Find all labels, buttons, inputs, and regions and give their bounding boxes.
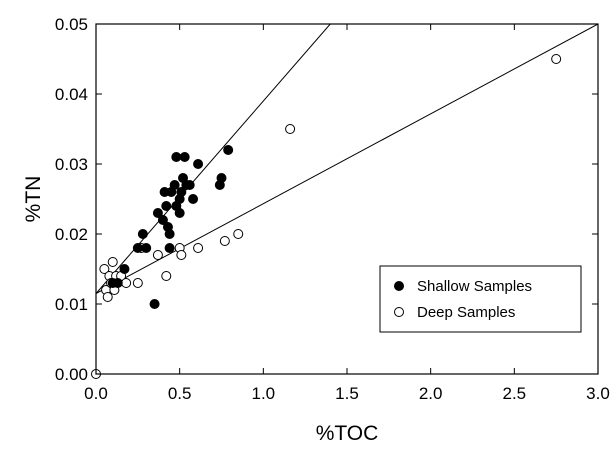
x-tick-label: 3.0	[586, 384, 610, 403]
shallow-sample-point	[193, 159, 204, 169]
x-tick-label: 2.0	[419, 384, 443, 403]
shallow-sample-point	[141, 243, 152, 253]
shallow-sample-point	[112, 278, 123, 288]
shallow-sample-point	[174, 208, 185, 218]
fit-lines	[96, 24, 598, 294]
deep-sample-point	[285, 124, 296, 134]
shallow-sample-point	[132, 243, 143, 253]
y-tick-label: 0.00	[55, 365, 88, 384]
shallow-sample-point	[176, 187, 187, 197]
y-tick-label: 0.04	[55, 85, 88, 104]
y-tick-label: 0.03	[55, 155, 88, 174]
x-tick-label: 0.0	[84, 384, 108, 403]
deep-sample-point	[132, 278, 143, 288]
deep-sample-point	[233, 229, 244, 239]
shallow-sample-point	[179, 152, 190, 162]
x-tick-label: 1.0	[252, 384, 276, 403]
y-tick-label: 0.01	[55, 295, 88, 314]
deep-sample-point	[176, 250, 187, 260]
legend-label-shallow: Shallow Samples	[417, 278, 532, 295]
y-tick-label: 0.05	[55, 15, 88, 34]
deep-sample-point	[102, 292, 113, 302]
shallow-sample-point	[164, 243, 175, 253]
series-shallow	[107, 145, 234, 309]
shallow-sample-point	[223, 145, 234, 155]
deep-sample-point	[152, 250, 163, 260]
legend-label-deep: Deep Samples	[417, 304, 515, 321]
deep-sample-point	[99, 264, 110, 274]
shallow-sample-point	[119, 264, 130, 274]
legend-marker-deep	[394, 307, 404, 317]
deep-sample-point	[193, 243, 204, 253]
shallow-sample-point	[161, 201, 172, 211]
fit-line-shallow	[96, 24, 331, 294]
shallow-sample-point	[152, 208, 163, 218]
deep-sample-point	[161, 271, 172, 281]
shallow-sample-point	[149, 299, 160, 309]
y-axis-title: %TN	[22, 176, 45, 223]
shallow-sample-point	[164, 229, 175, 239]
shallow-sample-point	[188, 194, 199, 204]
x-tick-label: 2.5	[503, 384, 527, 403]
deep-sample-point	[551, 54, 562, 64]
shallow-sample-point	[137, 229, 148, 239]
shallow-sample-point	[157, 215, 168, 225]
axes: 0.0 0.5 1.0 1.5 2.0 2.5 3.0 0.00 0.01 0.02 0.03 0.0…	[55, 15, 610, 403]
legend-box	[379, 265, 582, 333]
x-tick-label: 1.5	[335, 384, 359, 403]
y-tick-label: 0.02	[55, 225, 88, 244]
deep-sample-point	[219, 236, 230, 246]
deep-sample-point	[107, 257, 118, 267]
x-tick-label: 0.5	[168, 384, 192, 403]
shallow-sample-point	[171, 152, 182, 162]
shallow-sample-point	[216, 173, 227, 183]
shallow-sample-point	[169, 180, 180, 190]
legend: Shallow Samples Deep Samples	[379, 265, 582, 333]
plot-content	[91, 24, 598, 379]
deep-sample-point	[121, 278, 132, 288]
x-axis-title: %TOC	[316, 422, 379, 445]
fit-line-deep	[96, 24, 598, 294]
legend-marker-shallow	[394, 281, 404, 291]
shallow-sample-point	[184, 180, 195, 190]
